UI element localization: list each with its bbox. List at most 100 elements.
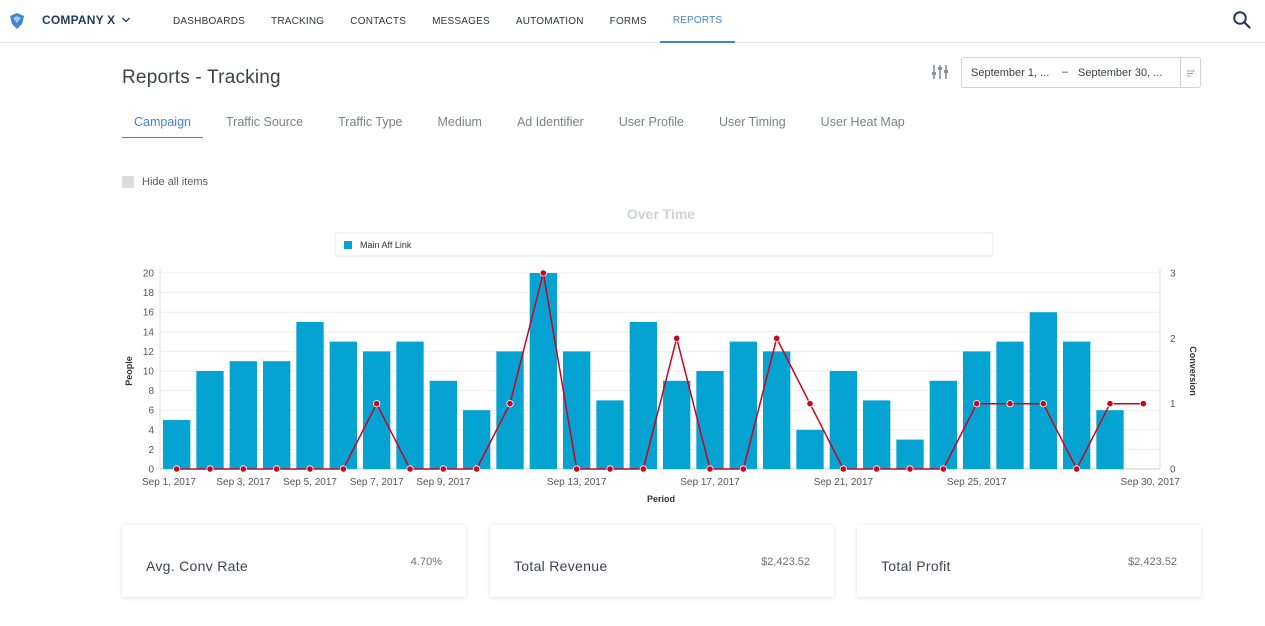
card-value: $2,423.52: [761, 556, 810, 568]
bar: [663, 380, 691, 469]
conversion-point: [1006, 400, 1014, 408]
nav-forms[interactable]: FORMS: [609, 16, 647, 27]
bar: [263, 361, 291, 469]
y-tick-label: 16: [143, 308, 155, 319]
card-avg-conv-rate: Avg. Conv Rate 4.70%: [122, 525, 466, 597]
tab-ad-identifier[interactable]: Ad Identifier: [516, 115, 584, 129]
bar: [796, 429, 824, 469]
date-start-field[interactable]: September 1, ...: [971, 67, 1050, 79]
tab-campaign[interactable]: Campaign: [122, 106, 203, 138]
x-axis-title: Period: [647, 494, 675, 504]
card-value: $2,423.52: [1128, 556, 1177, 568]
search-icon[interactable]: [1232, 10, 1252, 30]
tab-medium[interactable]: Medium: [437, 115, 482, 129]
nav-messages[interactable]: MESSAGES: [432, 16, 490, 27]
x-tick-label: Sep 1, 2017: [142, 477, 196, 488]
bar: [229, 361, 257, 469]
card-label: Total Revenue: [514, 558, 608, 574]
bar: [563, 351, 591, 469]
conversion-point: [839, 465, 847, 473]
nav-dashboards[interactable]: DASHBOARDS: [173, 16, 246, 27]
y-tick-label: 0: [148, 465, 154, 476]
tab-traffic-type[interactable]: Traffic Type: [338, 115, 403, 129]
conversion-line: [176, 272, 1144, 471]
conversion-point: [306, 465, 314, 473]
bar: [829, 371, 857, 469]
conversion-point: [939, 465, 947, 473]
tab-traffic-source[interactable]: Traffic Source: [225, 115, 304, 129]
chart-title: Over Time: [627, 206, 695, 222]
x-tick-label: Sep 9, 2017: [416, 477, 470, 488]
x-tick-label: Sep 17, 2017: [680, 477, 740, 488]
conversion-point: [173, 465, 181, 473]
date-separator: –: [1062, 66, 1069, 78]
filter-sliders-icon[interactable]: [930, 63, 950, 81]
legend-label: Main Aff Link: [360, 240, 412, 250]
conversion-point: [573, 465, 581, 473]
nav-reports[interactable]: REPORTS: [659, 0, 736, 43]
conversion-point: [1039, 400, 1047, 408]
y2-tick-label: 1: [1170, 399, 1176, 410]
bar: [429, 380, 457, 469]
conversion-point: [639, 465, 647, 473]
bar: [1029, 312, 1057, 469]
tab-user-profile[interactable]: User Profile: [618, 115, 684, 129]
bar: [529, 273, 557, 469]
y-tick-label: 10: [143, 367, 155, 378]
conversion-point: [1106, 400, 1114, 408]
tab-user-timing[interactable]: User Timing: [718, 115, 786, 129]
x-tick-label: Sep 5, 2017: [283, 477, 337, 488]
card-value: 4.70%: [410, 556, 442, 568]
bar: [863, 400, 891, 469]
card-label: Total Profit: [881, 558, 951, 574]
hide-all-checkbox[interactable]: [122, 176, 134, 188]
tab-user-heat-map[interactable]: User Heat Map: [820, 115, 905, 129]
bar: [729, 341, 757, 469]
bar: [896, 439, 924, 469]
date-range-picker: September 1, ... – September 30, ...: [961, 57, 1201, 88]
conversion-point: [539, 269, 547, 277]
main-nav: DASHBOARDS TRACKING CONTACTS MESSAGES AU…: [160, 0, 736, 43]
y-tick-label: 14: [143, 327, 155, 338]
company-switcher[interactable]: COMPANY X: [42, 13, 131, 27]
nav-contacts[interactable]: CONTACTS: [350, 16, 407, 27]
x-tick-label: Sep 7, 2017: [350, 477, 404, 488]
card-label: Avg. Conv Rate: [146, 558, 248, 574]
x-tick-label: Sep 25, 2017: [947, 477, 1007, 488]
x-tick-label: Sep 13, 2017: [547, 477, 607, 488]
nav-automation[interactable]: AUTOMATION: [515, 16, 584, 27]
y-tick-label: 8: [148, 386, 154, 397]
card-total-profit: Total Profit $2,423.52: [857, 525, 1201, 597]
conversion-point: [873, 465, 881, 473]
conversion-point: [739, 465, 747, 473]
bar: [396, 341, 424, 469]
page-title: Reports - Tracking: [122, 67, 281, 88]
conversion-point: [906, 465, 914, 473]
company-name: COMPANY X: [42, 13, 116, 27]
bar: [629, 322, 657, 469]
bar: [1096, 410, 1124, 469]
x-tick-label: Sep 3, 2017: [216, 477, 270, 488]
conversion-point: [473, 465, 481, 473]
date-end-field[interactable]: September 30, ...: [1078, 67, 1163, 79]
conversion-point: [406, 465, 414, 473]
bar: [696, 371, 724, 469]
chart-legend-box: [334, 232, 994, 257]
conversion-point: [373, 400, 381, 408]
nav-tracking[interactable]: TRACKING: [271, 16, 325, 27]
conversion-point: [1139, 400, 1147, 408]
conversion-point: [206, 465, 214, 473]
date-options-button[interactable]: [1180, 58, 1200, 87]
y2-tick-label: 0: [1170, 465, 1176, 476]
brand-logo-icon[interactable]: [8, 12, 26, 30]
y-tick-label: 20: [143, 269, 155, 280]
bar: [929, 380, 957, 469]
conversion-point: [606, 465, 614, 473]
conversion-point: [273, 465, 281, 473]
hide-all-items-toggle: Hide all items: [122, 176, 208, 188]
bar: [496, 351, 524, 469]
bar: [296, 322, 324, 469]
legend-swatch: [344, 241, 352, 249]
x-tick-label: Sep 21, 2017: [814, 477, 874, 488]
bar: [763, 351, 791, 469]
